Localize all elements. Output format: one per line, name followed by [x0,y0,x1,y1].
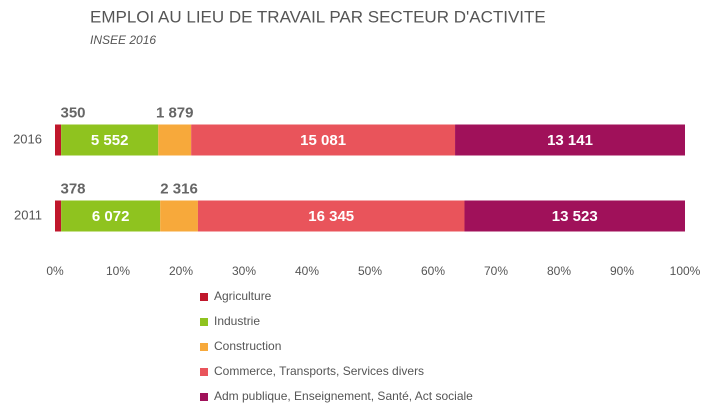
data-label: 350 [60,104,85,121]
data-label: 13 523 [552,208,598,225]
legend-swatch [200,293,208,301]
bar-segment [61,124,159,156]
bar-segment [158,124,192,156]
y-tick-label: 2016 [13,131,42,146]
x-tick-label: 0% [46,264,64,278]
data-label: 16 345 [308,208,354,225]
data-label: 378 [60,180,85,197]
data-label: 5 552 [91,132,129,149]
x-tick-label: 50% [358,264,382,278]
bar-segment [191,124,456,156]
bar-segment [55,124,62,156]
legend-swatch [200,368,208,376]
x-tick-label: 10% [106,264,130,278]
legend-swatch [200,393,208,401]
bar-segment [55,200,62,232]
x-tick-label: 60% [421,264,445,278]
data-label: 6 072 [92,208,130,225]
x-tick-label: 90% [610,264,634,278]
legend-label: Construction [214,339,281,353]
legend-swatch [200,343,208,351]
bar-segment [160,200,198,232]
data-label: 13 141 [547,132,593,149]
bar-segment [197,200,465,232]
data-label: 15 081 [300,132,346,149]
legend-label: Industrie [214,314,260,328]
x-tick-label: 80% [547,264,571,278]
bar-segment [464,200,685,232]
bar-segment [61,200,161,232]
chart-title: EMPLOI AU LIEU DE TRAVAIL PAR SECTEUR D'… [90,7,546,26]
x-tick-label: 100% [670,264,701,278]
x-tick-label: 20% [169,264,193,278]
bar-segment [455,124,685,156]
x-tick-label: 30% [232,264,256,278]
x-tick-label: 40% [295,264,319,278]
legend-swatch [200,318,208,326]
y-tick-label: 2011 [14,207,42,222]
legend-label: Agriculture [214,289,272,303]
chart-subtitle: INSEE 2016 [90,33,156,47]
x-tick-label: 70% [484,264,508,278]
data-label: 1 879 [156,104,194,121]
legend-label: Adm publique, Enseignement, Santé, Act s… [214,389,473,403]
legend-label: Commerce, Transports, Services divers [214,364,424,378]
data-label: 2 316 [160,180,198,197]
